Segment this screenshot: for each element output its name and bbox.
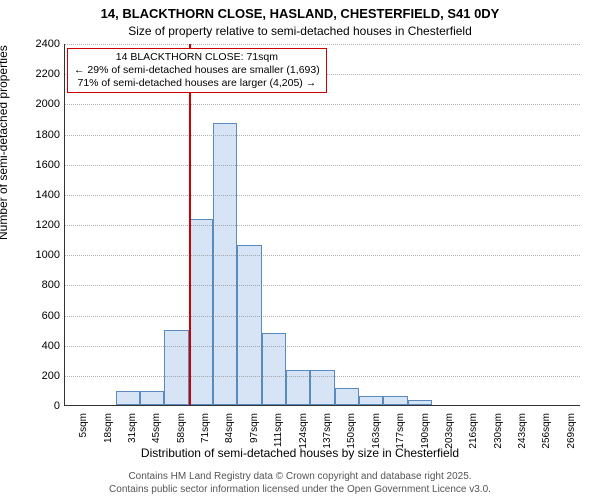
x-tick-label: 230sqm bbox=[493, 413, 504, 453]
y-tick-label: 600 bbox=[20, 310, 60, 322]
y-gridline bbox=[65, 44, 580, 45]
y-gridline bbox=[65, 104, 580, 105]
y-tick-label: 2200 bbox=[20, 68, 60, 80]
x-tick-label: 58sqm bbox=[176, 413, 187, 453]
footer-line1: Contains HM Land Registry data © Crown c… bbox=[0, 470, 600, 483]
y-gridline bbox=[65, 316, 580, 317]
x-tick-label: 18sqm bbox=[103, 413, 114, 453]
chart-title: 14, BLACKTHORN CLOSE, HASLAND, CHESTERFI… bbox=[0, 6, 600, 21]
y-tick-label: 2000 bbox=[20, 98, 60, 110]
x-tick-label: 150sqm bbox=[346, 413, 357, 453]
histogram-bar bbox=[383, 396, 407, 405]
x-tick-label: 45sqm bbox=[151, 413, 162, 453]
property-marker-line bbox=[189, 44, 191, 405]
y-gridline bbox=[65, 285, 580, 286]
chart-container: 14, BLACKTHORN CLOSE, HASLAND, CHESTERFI… bbox=[0, 0, 600, 500]
histogram-bar bbox=[116, 391, 140, 405]
y-tick-label: 1000 bbox=[20, 249, 60, 261]
x-tick-label: 111sqm bbox=[273, 413, 284, 453]
histogram-bar bbox=[335, 388, 359, 405]
y-tick-label: 1200 bbox=[20, 219, 60, 231]
y-gridline bbox=[65, 165, 580, 166]
histogram-bar bbox=[262, 333, 286, 405]
x-tick-label: 97sqm bbox=[249, 413, 260, 453]
y-tick-label: 2400 bbox=[20, 38, 60, 50]
histogram-bar bbox=[140, 391, 164, 405]
plot-area: 14 BLACKTHORN CLOSE: 71sqm← 29% of semi-… bbox=[64, 44, 580, 406]
x-tick-label: 243sqm bbox=[517, 413, 528, 453]
x-tick-label: 124sqm bbox=[298, 413, 309, 453]
x-tick-label: 269sqm bbox=[566, 413, 577, 453]
histogram-bar bbox=[164, 330, 188, 405]
y-gridline bbox=[65, 195, 580, 196]
x-tick-label: 71sqm bbox=[200, 413, 211, 453]
y-gridline bbox=[65, 135, 580, 136]
x-tick-label: 177sqm bbox=[395, 413, 406, 453]
annotation-line: 71% of semi-detached houses are larger (… bbox=[74, 77, 320, 90]
footer: Contains HM Land Registry data © Crown c… bbox=[0, 470, 600, 496]
y-gridline bbox=[65, 376, 580, 377]
y-gridline bbox=[65, 346, 580, 347]
x-tick-label: 31sqm bbox=[127, 413, 138, 453]
histogram-bar bbox=[189, 219, 213, 405]
y-tick-label: 1600 bbox=[20, 159, 60, 171]
annotation-line: 14 BLACKTHORN CLOSE: 71sqm bbox=[74, 51, 320, 64]
annotation-line: ← 29% of semi-detached houses are smalle… bbox=[74, 64, 320, 77]
y-tick-label: 200 bbox=[20, 370, 60, 382]
y-tick-label: 1400 bbox=[20, 189, 60, 201]
x-tick-label: 256sqm bbox=[541, 413, 552, 453]
y-axis-label: Number of semi-detached properties bbox=[0, 45, 10, 240]
y-tick-label: 0 bbox=[20, 400, 60, 412]
y-tick-label: 400 bbox=[20, 340, 60, 352]
x-tick-label: 163sqm bbox=[371, 413, 382, 453]
y-gridline bbox=[65, 255, 580, 256]
x-tick-label: 216sqm bbox=[468, 413, 479, 453]
x-tick-label: 84sqm bbox=[224, 413, 235, 453]
x-tick-label: 190sqm bbox=[420, 413, 431, 453]
histogram-bar bbox=[237, 245, 261, 405]
y-tick-label: 800 bbox=[20, 279, 60, 291]
annotation-box: 14 BLACKTHORN CLOSE: 71sqm← 29% of semi-… bbox=[67, 48, 327, 93]
y-tick-label: 1800 bbox=[20, 129, 60, 141]
x-tick-label: 5sqm bbox=[78, 413, 89, 453]
chart-subtitle: Size of property relative to semi-detach… bbox=[0, 24, 600, 38]
x-tick-label: 137sqm bbox=[322, 413, 333, 453]
x-tick-label: 203sqm bbox=[444, 413, 455, 453]
y-gridline bbox=[65, 225, 580, 226]
histogram-bar bbox=[359, 396, 383, 405]
footer-line2: Contains public sector information licen… bbox=[0, 483, 600, 496]
histogram-bar bbox=[408, 400, 432, 405]
